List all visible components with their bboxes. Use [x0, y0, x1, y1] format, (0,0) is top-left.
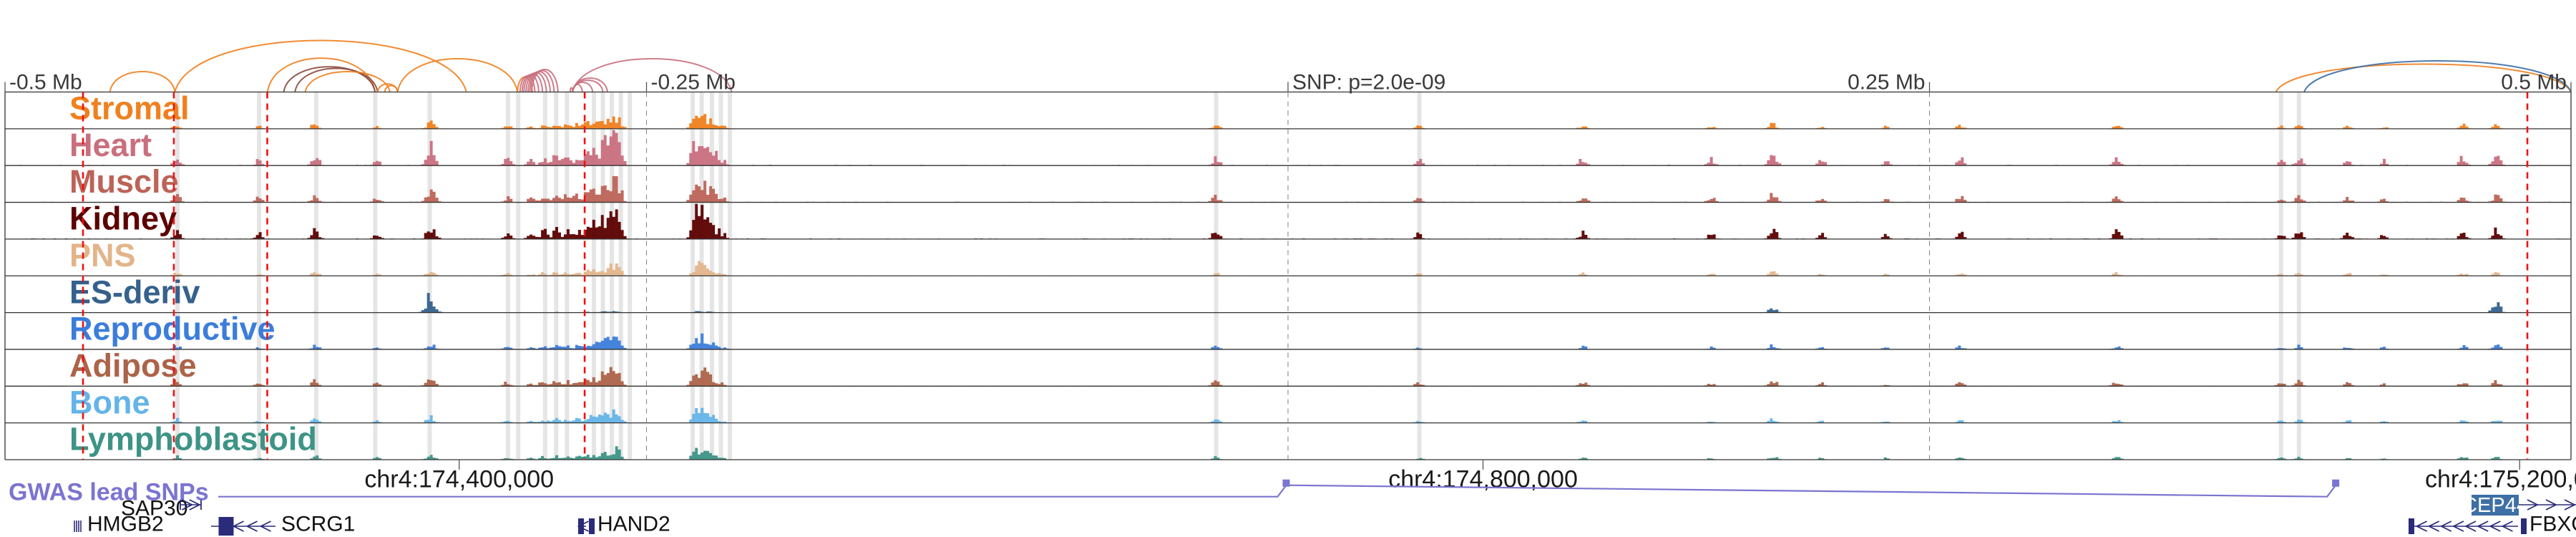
svg-text:Adipose: Adipose	[69, 347, 197, 384]
svg-text:Muscle: Muscle	[69, 163, 179, 200]
svg-text:HAND2: HAND2	[597, 513, 670, 536]
svg-text:SCRG1: SCRG1	[281, 513, 355, 536]
svg-text:chr4:174,400,000: chr4:174,400,000	[364, 465, 554, 493]
svg-text:Heart: Heart	[69, 127, 152, 163]
svg-text:Stromal: Stromal	[69, 90, 190, 127]
svg-text:SNP: p=2.0e-09: SNP: p=2.0e-09	[1292, 71, 1445, 95]
svg-text:0.5 Mb: 0.5 Mb	[2501, 71, 2567, 95]
svg-text:chr4:175,200,000: chr4:175,200,000	[2425, 465, 2576, 493]
svg-text:HMGB2: HMGB2	[87, 513, 164, 536]
svg-text:Kidney: Kidney	[69, 200, 177, 237]
svg-text:Reproductive: Reproductive	[69, 311, 275, 347]
svg-text:CEP44: CEP44	[2462, 494, 2528, 517]
svg-text:0.25 Mb: 0.25 Mb	[1848, 71, 1925, 95]
svg-text:ES-deriv: ES-deriv	[69, 274, 200, 310]
svg-text:FBXO8: FBXO8	[2529, 513, 2576, 536]
svg-text:-0.5 Mb: -0.5 Mb	[9, 71, 82, 95]
svg-text:Bone: Bone	[69, 384, 150, 420]
svg-text:Lymphoblastoid: Lymphoblastoid	[69, 421, 317, 458]
svg-text:-0.25 Mb: -0.25 Mb	[651, 71, 736, 95]
svg-text:PNS: PNS	[69, 237, 136, 274]
